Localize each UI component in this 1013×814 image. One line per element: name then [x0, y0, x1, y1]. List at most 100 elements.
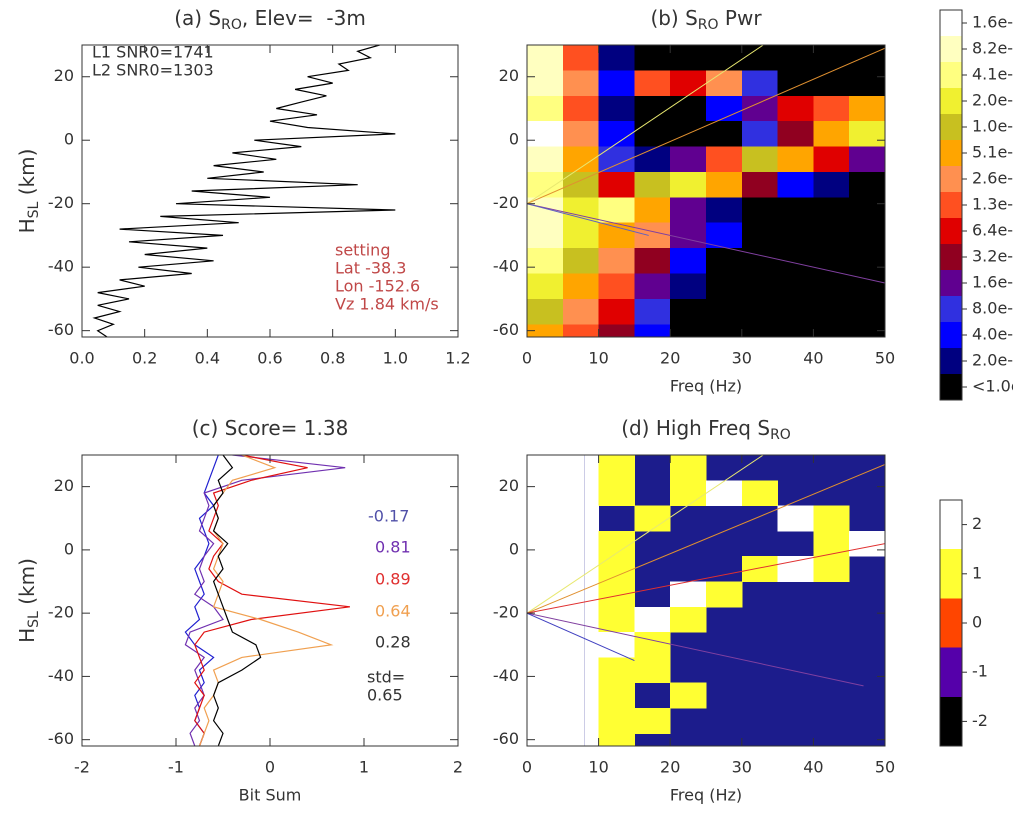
heat-cell: [813, 95, 850, 122]
heat-cell: [741, 298, 779, 325]
y-tick-label: -60: [493, 729, 519, 748]
heat-cell: [562, 248, 600, 275]
heat-cell: [777, 298, 814, 325]
y-tick-label: -20: [48, 193, 74, 212]
heat-cell: [670, 273, 707, 300]
text-part: SL: [26, 611, 42, 628]
y-tick-label: -40: [493, 666, 519, 685]
colorbar-label: 1.6e-06: [972, 273, 1013, 292]
x-tick-label: 40: [803, 758, 823, 777]
x-tick-label: 10: [588, 758, 608, 777]
heat-cell: [849, 146, 885, 173]
heat-cell: [849, 273, 885, 300]
guide-line: [527, 612, 635, 662]
heat-cell: [706, 248, 743, 275]
heat-cell: [741, 480, 779, 507]
heat-cell: [598, 45, 635, 71]
heat-cell: [706, 480, 743, 507]
annotation: setting: [335, 241, 390, 260]
heat-cell: [849, 171, 885, 198]
heat-cell: [598, 632, 635, 658]
colorbar-block: [940, 88, 962, 115]
text-part: SL: [26, 201, 42, 218]
heat-cell: [813, 70, 850, 97]
heat-cell: [562, 95, 600, 122]
heat-cell: [634, 45, 671, 71]
heat-cell: [670, 324, 707, 337]
y-tick-label: -60: [493, 320, 519, 339]
heat-cell: [849, 222, 885, 249]
profile-line: [184, 455, 346, 746]
plot-frame: [526, 454, 886, 747]
heat-cell: [598, 480, 635, 507]
heat-cell: [634, 171, 671, 198]
heat-cell: [584, 455, 600, 481]
heat-cell: [741, 45, 779, 71]
heat-cell: [562, 298, 600, 325]
heat-cell: [670, 480, 707, 507]
colorbar-label: 1.6e-03: [972, 13, 1013, 32]
heat-cell: [584, 632, 600, 658]
panel: 0.0 0.2 0.4 0.6 0.8 1.0 1.2 20 0 -20 -40 -60 (a) SRO…: [15, 6, 471, 368]
heat-cell: [777, 222, 814, 249]
panel: 1.6e-03 8.2e-04 4.1e-04 2.0e-04 1.0e-04 5.1e-…: [493, 6, 1013, 401]
heat-cell: [777, 171, 814, 198]
heat-cell: [706, 70, 743, 97]
heat-cell: [598, 657, 635, 684]
heat-cell: [634, 708, 671, 734]
panel: -2 -1 0 1 2 20 0 -20 -40 -60 (c) Score= 1.38 HSL (k…: [15, 416, 464, 805]
heat-cell: [849, 197, 885, 224]
colorbar-block: [940, 696, 962, 747]
colorbar-label: -2: [972, 711, 988, 730]
heat-cell: [634, 146, 671, 173]
heat-cell: [562, 324, 600, 337]
heat-cell: [584, 581, 600, 608]
annotation: 0.28: [375, 633, 411, 652]
colorbar-label: 8.2e-04: [972, 39, 1013, 58]
heat-cell: [849, 298, 885, 325]
colorbar-label: <1.0e-07: [972, 377, 1013, 396]
y-tick-label: 20: [54, 66, 74, 85]
x-tick-label: 1.0: [383, 349, 408, 368]
heat-cell: [634, 324, 671, 337]
heat-cell: [706, 324, 743, 337]
annotation: -0.17: [368, 507, 409, 526]
colorbar-label: 1: [972, 563, 982, 582]
heat-cell: [706, 273, 743, 300]
heat-cell: [562, 121, 600, 148]
heat-cell: [527, 95, 564, 122]
heat-cell: [598, 530, 635, 557]
heat-cell: [813, 273, 850, 300]
heat-cell: [598, 556, 635, 583]
y-tick-label: -20: [48, 603, 74, 622]
heat-cell: [741, 197, 779, 224]
x-tick-label: 2: [453, 758, 463, 777]
x-tick-label: 30: [732, 349, 752, 368]
heat-cell: [562, 273, 600, 300]
heat-cell: [670, 682, 707, 709]
plot-area: [184, 455, 350, 746]
annotation: Lat -38.3: [335, 259, 406, 278]
heat-cell: [813, 45, 850, 71]
heat-cell: [562, 222, 600, 249]
x-tick-label: 20: [660, 349, 680, 368]
y-axis-label: HSL (km): [15, 558, 43, 643]
heat-cell: [670, 70, 707, 97]
heat-cell: [634, 273, 671, 300]
colorbar-block: [940, 218, 962, 245]
colorbar-label: 2: [972, 514, 982, 533]
heat-cell: [813, 324, 850, 337]
colorbar-block: [940, 549, 962, 599]
heat-cell: [741, 324, 779, 337]
plot-area: [92, 45, 396, 337]
y-tick-label: -60: [48, 729, 74, 748]
colorbar-block: [940, 270, 962, 297]
heat-cell: [706, 146, 743, 173]
heat-cell: [777, 273, 814, 300]
heat-cell: [706, 197, 743, 224]
text-part: (b) S: [650, 6, 697, 30]
heat-cell: [741, 95, 779, 122]
heat-cell: [813, 146, 850, 173]
heat-cell: [777, 95, 814, 122]
